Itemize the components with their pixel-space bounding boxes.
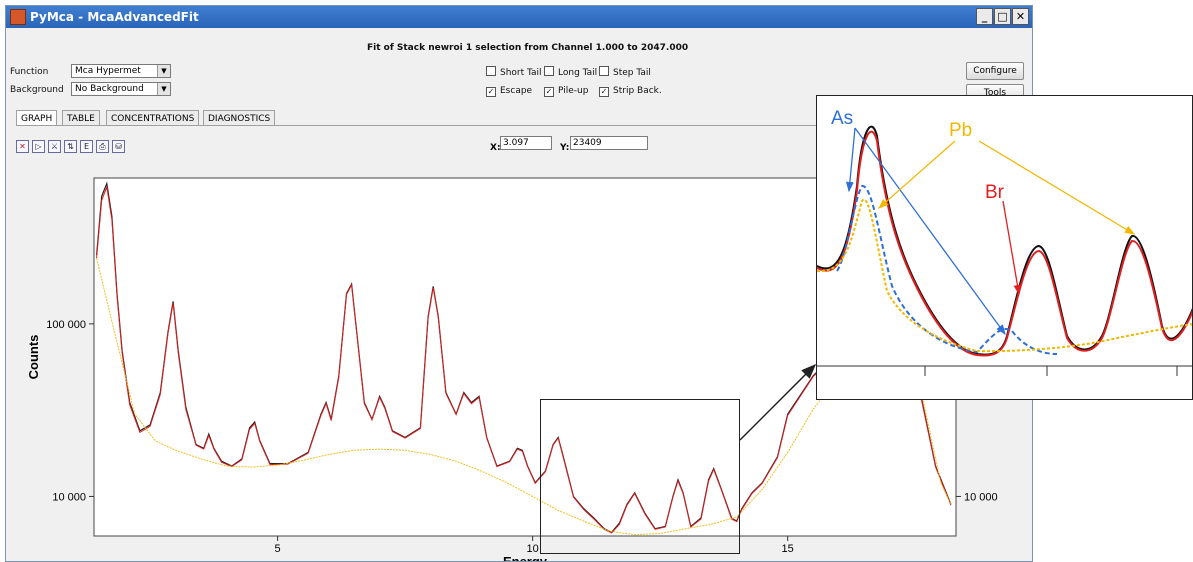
checkbox-box: [599, 66, 609, 76]
y-coord-field[interactable]: 23409: [570, 136, 648, 150]
inset-label-br: Br: [985, 182, 1005, 203]
inset-fit-line: [817, 130, 1192, 357]
tab-table[interactable]: TABLE: [62, 110, 100, 126]
pb-arrow: [978, 140, 1136, 235]
checkbox-checked-box: ✓: [599, 87, 609, 97]
as-arrow: [854, 127, 1006, 336]
strip-back-checkbox[interactable]: ✓ Strip Back.: [599, 86, 662, 97]
background-select[interactable]: No Background ▼: [71, 82, 171, 96]
step-tail-label: Step Tail: [613, 68, 651, 78]
step-tail-checkbox[interactable]: Step Tail: [599, 66, 651, 78]
spectrum-plot[interactable]: 5 10 15 100 000 10 000 10 000 Counts Energy: [6, 148, 1033, 562]
y-coord-label: Y:: [560, 143, 570, 153]
inset-pb-line: [817, 198, 1192, 353]
energy-icon[interactable]: E: [80, 140, 93, 153]
checkbox-checked-box: ✓: [486, 87, 496, 97]
maximize-button[interactable]: □: [994, 8, 1011, 25]
pileup-checkbox[interactable]: ✓ Pile-up: [544, 86, 588, 97]
y-axis-label: Counts: [26, 335, 41, 380]
window-title: PyMca - McaAdvancedFit: [30, 10, 199, 24]
tab-graph[interactable]: GRAPH: [16, 110, 58, 126]
short-tail-checkbox[interactable]: Short Tail: [486, 66, 542, 78]
long-tail-checkbox[interactable]: Long Tail: [544, 66, 597, 78]
function-select-value: Mca Hypermet: [75, 66, 141, 76]
log-icon[interactable]: ⇅: [64, 140, 77, 153]
as-arrow: [845, 127, 856, 193]
tab-divider: [16, 125, 1026, 126]
close-button[interactable]: ✕: [1012, 8, 1029, 25]
x-coord-field[interactable]: 3.097: [500, 136, 552, 150]
inset-label-pb: Pb: [949, 120, 972, 141]
plot-frame: [93, 177, 957, 537]
chevron-down-icon: ▼: [157, 65, 170, 77]
configure-button[interactable]: Configure: [966, 62, 1024, 80]
tab-diagnostics[interactable]: DIAGNOSTICS: [203, 110, 276, 126]
function-label: Function: [10, 67, 49, 77]
pileup-label: Pile-up: [558, 86, 589, 96]
y-tick-right-label: 10 000: [964, 491, 998, 503]
function-select[interactable]: Mca Hypermet ▼: [71, 64, 171, 78]
autoscale-icon[interactable]: ✕: [16, 140, 29, 153]
series-fit-line: [96, 185, 952, 534]
br-arrow: [1002, 200, 1022, 296]
escape-checkbox[interactable]: ✓ Escape: [486, 86, 532, 97]
y-tick-label: 10 000: [52, 491, 86, 503]
background-label: Background: [10, 85, 64, 95]
x-axis-label: Energy: [503, 554, 548, 562]
long-tail-label: Long Tail: [558, 68, 598, 78]
title-bar: PyMca - McaAdvancedFit _ □ ✕: [6, 6, 1032, 28]
fit-icon[interactable]: ⚔: [48, 140, 61, 153]
checkbox-box: [486, 66, 496, 76]
x-tick-label: 5: [275, 543, 281, 555]
minimize-button[interactable]: _: [976, 8, 993, 25]
zoom-region-box: [540, 399, 740, 554]
x-tick-label: 15: [782, 543, 794, 555]
inset-label-as: As: [831, 108, 853, 129]
tab-concentrations[interactable]: CONCENTRATIONS: [106, 110, 200, 126]
pymca-app-icon: [10, 9, 26, 25]
print-icon[interactable]: ⎙: [96, 140, 109, 153]
strip-back-label: Strip Back.: [613, 86, 662, 96]
series-background-line: [96, 258, 952, 536]
x-tick-label: 10: [527, 543, 539, 555]
pb-arrow: [878, 140, 956, 209]
escape-label: Escape: [500, 86, 533, 96]
zoom-icon[interactable]: ▷: [32, 140, 45, 153]
background-select-value: No Background: [75, 84, 144, 94]
save-icon[interactable]: ⛁: [112, 140, 125, 153]
inset-measured-line: [817, 125, 1192, 356]
zoom-inset: As Pb Br: [816, 95, 1193, 400]
short-tail-label: Short Tail: [500, 68, 542, 78]
inset-as-line: [836, 185, 1058, 355]
checkbox-checked-box: ✓: [544, 87, 554, 97]
chevron-down-icon: ▼: [157, 83, 170, 95]
y-tick-label: 100 000: [46, 319, 86, 331]
x-coord-label: X:: [490, 143, 501, 153]
checkbox-box: [544, 66, 554, 76]
inset-plot: As Pb Br: [817, 108, 1192, 376]
fit-title: Fit of Stack newroi 1 selection from Cha…: [367, 43, 689, 53]
